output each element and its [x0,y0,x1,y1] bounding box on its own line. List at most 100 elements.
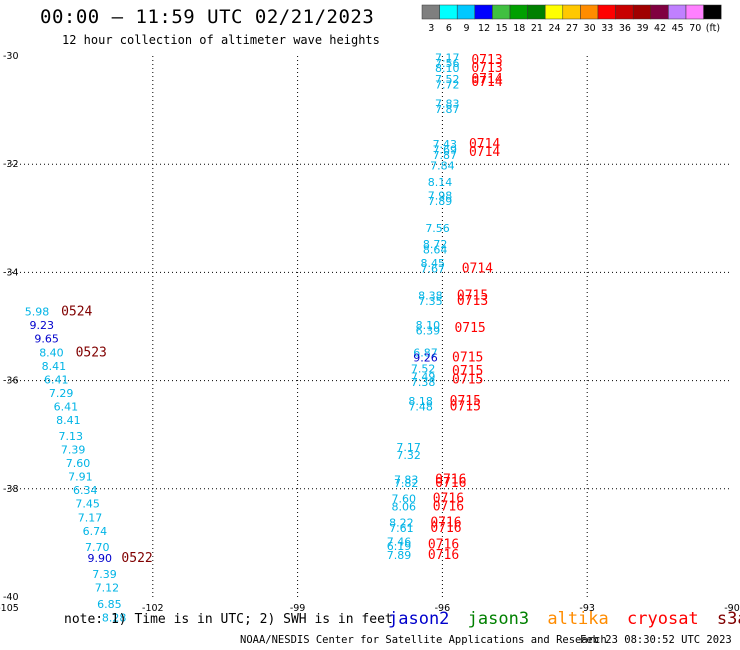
pass-time-label: 0524 [61,305,92,320]
pass-time-label: 0715 [452,372,483,387]
colorbar-swatch [439,4,458,20]
wave-height-label: 7.17 [396,441,421,454]
colorbar-label: 45 [672,23,684,34]
x-tick-label: -99 [290,603,306,614]
wave-height-label: 8.06 [392,500,417,513]
wave-height-label: 8.38 [418,289,443,302]
wave-height-label: 6.19 [387,540,412,553]
colorbar-label: (ft) [706,23,720,34]
wave-height-label: 6.87 [413,346,438,359]
colorbar-swatch [562,4,581,20]
x-tick-label: -96 [435,603,451,614]
pass-time-label: 0713 [471,53,502,68]
wave-height-label: 8.14 [428,176,453,189]
wave-height-label: 8.45 [420,257,445,270]
wave-height-label: 7.69 [433,143,458,156]
wave-height-label: 7.91 [68,471,93,484]
generated-timestamp: Feb 23 08:30:52 UTC 2023 [580,634,732,646]
chart-title: 00:00 – 11:59 UTC 02/21/2023 [40,6,375,28]
legend-s3a: s3a [716,609,740,629]
y-tick-label: -40 [3,592,19,603]
colorbar-swatch [456,4,476,20]
wave-height-label: 7.60 [66,457,91,470]
wave-height-label: 7.52 [435,73,460,86]
wave-height-label: 8.22 [389,517,414,530]
pass-time-label: 0715 [452,351,483,366]
pass-time-label: 0523 [76,345,107,360]
wave-height-label: 6.85 [97,598,122,611]
legend-jason3: jason3 [467,609,530,629]
colorbar-label: 9 [463,23,469,34]
pass-time-label: 0716 [435,472,466,487]
colorbar-label: 36 [619,23,631,34]
colorbar-swatch [650,4,669,20]
wave-height-label: 7.39 [92,568,117,581]
colorbar-label: 3 [428,23,434,34]
wave-height-label: 8.41 [56,414,81,427]
pass-time-label: 0716 [428,537,459,552]
colorbar-swatch [668,4,687,20]
pass-time-label: 0716 [433,491,464,506]
colorbar-label: 39 [636,23,648,34]
wave-height-label: 7.17 [78,511,103,524]
wave-height-label: 7.43 [433,138,458,151]
x-tick-label: -105 [0,603,19,614]
pass-time-label: 0715 [450,399,481,414]
pass-time-label: 0715 [452,364,483,379]
wave-height-label: 8.10 [416,319,441,332]
pass-time-label: 0714 [471,72,502,87]
colorbar-label: 27 [566,23,578,34]
wave-height-label: 7.17 [435,51,460,64]
colorbar-swatch [509,4,528,20]
pass-time-label: 0522 [121,551,152,566]
x-tick-label: -102 [142,603,164,614]
wave-height-label: 7.83 [394,473,419,486]
colorbar-label: 15 [496,23,508,34]
colorbar-swatch [580,4,599,20]
pass-time-label: 0716 [428,548,459,563]
wave-height-label: 7.60 [392,492,417,505]
wave-height-label: 7.82 [394,477,419,490]
wave-height-label: 6.39 [416,325,441,338]
wave-height-label: 9.65 [34,333,59,346]
wave-height-label: 8.41 [42,360,67,373]
colorbar-label: 42 [654,23,666,34]
colorbar-label: 30 [584,23,596,34]
wave-height-label: 8.64 [423,243,448,256]
y-tick-label: -32 [3,159,19,170]
pass-time-label: 0715 [454,321,485,336]
wave-height-label: 8.72 [423,238,448,251]
wave-height-label: 6.41 [54,400,79,413]
wave-height-label: 7.89 [428,195,453,208]
wave-height-label: 9.90 [87,552,112,565]
wave-height-label: 7.45 [75,498,100,511]
wave-height-label: 9.26 [413,352,438,365]
wave-height-label: 7.35 [418,295,443,308]
wave-height-label: 7.29 [49,387,74,400]
wave-height-label: 6.41 [44,373,69,386]
credit-line: NOAA/NESDIS Center for Satellite Applica… [240,634,607,646]
wave-height-label: 7.70 [85,541,110,554]
units-note: note: 1) Time is in UTC; 2) SWH is in fe… [64,612,393,627]
colorbar-swatch [492,4,511,20]
wave-height-label: 9.23 [30,319,55,332]
colorbar-label: 33 [601,23,613,34]
y-tick-label: -30 [3,51,19,62]
wave-height-label: 7.56 [425,222,450,235]
y-tick-label: -34 [3,267,19,278]
pass-time-label: 0715 [457,288,488,303]
wave-height-label: 6.74 [83,525,108,538]
pass-time-label: 0716 [430,516,461,531]
pass-time-label: 0716 [430,521,461,536]
colorbar-swatch [632,4,652,20]
colorbar-swatch [474,4,493,20]
colorbar-label: 12 [478,23,490,34]
pass-time-label: 0714 [469,145,500,160]
colorbar-swatch [544,4,564,20]
colorbar-swatch [685,4,704,20]
x-tick-label: -93 [579,603,595,614]
colorbar-swatch [527,4,546,20]
pass-time-label: 0714 [469,137,500,152]
